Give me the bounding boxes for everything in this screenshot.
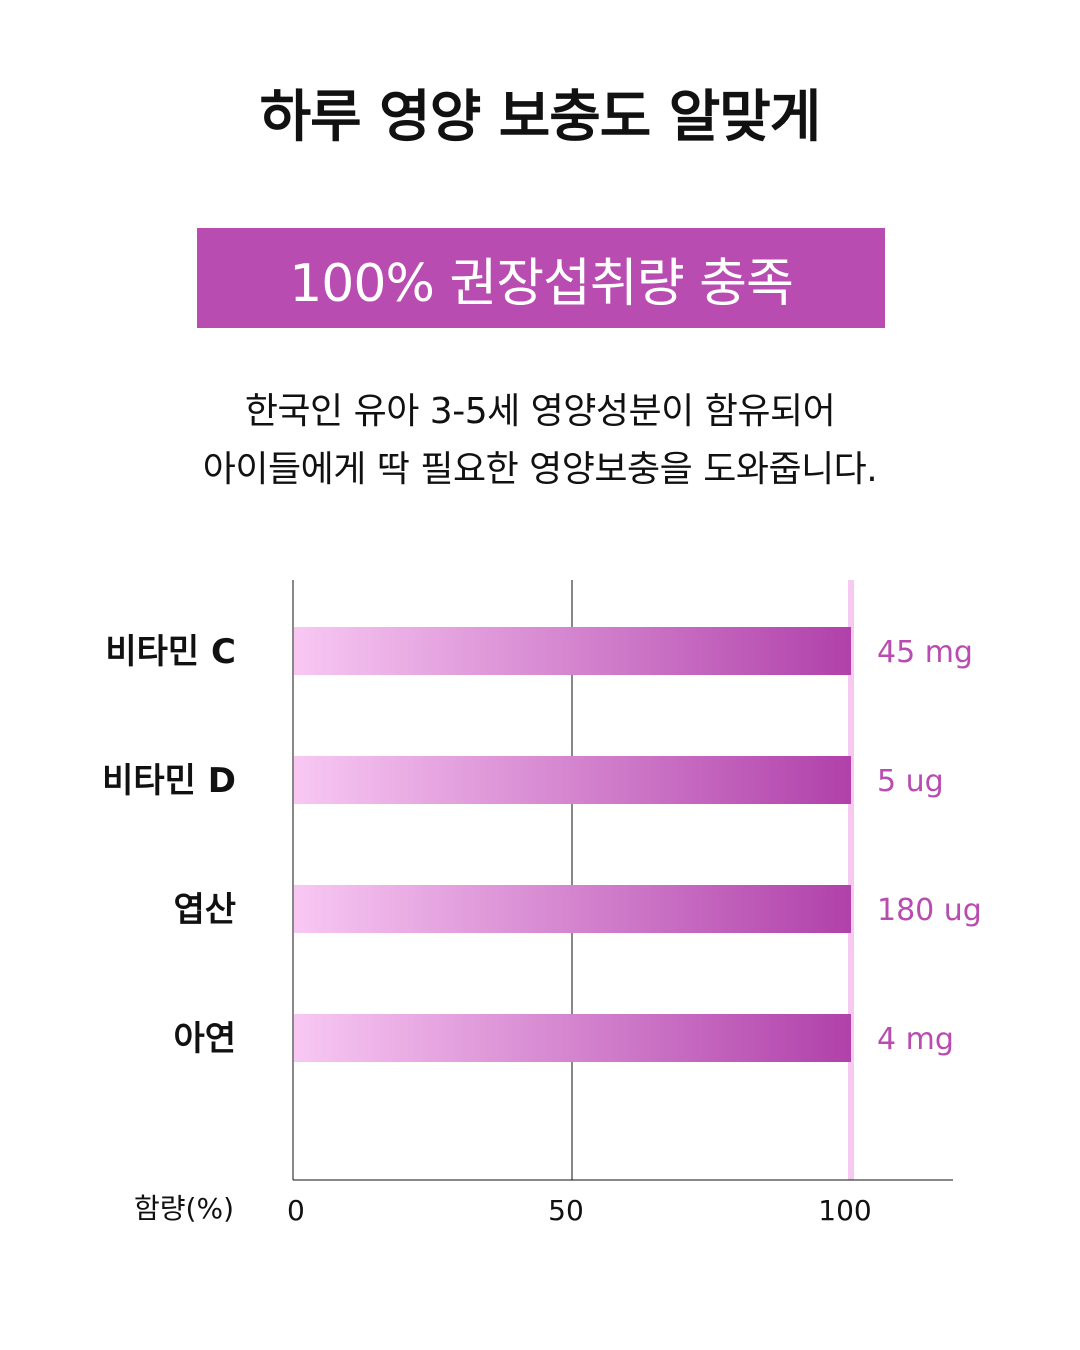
x-tick-label: 0	[287, 1194, 305, 1227]
category-label: 비타민 C	[105, 632, 236, 672]
category-label: 엽산	[173, 890, 236, 930]
value-label: 5 ug	[877, 764, 944, 799]
description-line-1: 한국인 유아 3-5세 영양성분이 함유되어	[244, 391, 836, 432]
x-axis-title: 함량(%)	[134, 1192, 234, 1225]
chart-axes: 0 50 100 함량(%)	[134, 1179, 953, 1227]
bar-3	[294, 1014, 851, 1062]
bar-1	[294, 756, 851, 804]
chart-gridlines	[292, 580, 854, 1180]
chart-bars	[294, 627, 851, 1062]
nutrient-bar-chart: 비타민 C 45 mg 비타민 D 5 ug 엽산 180 ug 아연 4 mg 0 50 100…	[102, 580, 982, 1227]
bar-2	[294, 885, 851, 933]
value-label: 4 mg	[877, 1022, 954, 1057]
value-label: 180 ug	[877, 893, 982, 928]
recommended-intake-banner: 100% 권장섭취량 충족	[197, 228, 885, 328]
x-tick-label: 50	[548, 1194, 584, 1227]
category-label: 비타민 D	[102, 761, 236, 801]
bar-0	[294, 627, 851, 675]
description-line-2: 아이들에게 딱 필요한 영양보충을 도와줍니다.	[202, 449, 878, 490]
chart-labels: 비타민 C 45 mg 비타민 D 5 ug 엽산 180 ug 아연 4 mg	[102, 632, 982, 1059]
x-tick-label: 100	[818, 1194, 871, 1227]
value-label: 45 mg	[877, 635, 973, 670]
page-title: 하루 영양 보충도 알맞게	[259, 85, 822, 150]
category-label: 아연	[173, 1019, 236, 1059]
